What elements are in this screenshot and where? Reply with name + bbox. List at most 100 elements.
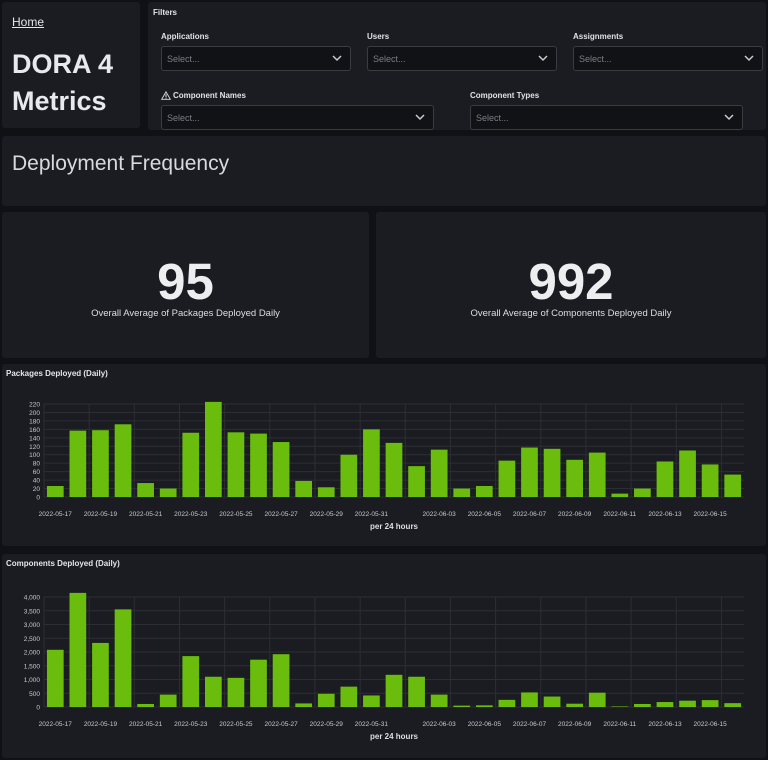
x-tick-label: 2022-06-09 [558,721,592,728]
bar[interactable] [227,677,245,707]
section-title: Deployment Frequency [12,152,230,175]
x-tick-label: 2022-06-07 [513,511,547,518]
bar[interactable] [430,694,448,707]
bar[interactable] [453,705,471,707]
bar[interactable] [566,703,583,707]
x-tick-label: 2022-06-03 [423,511,457,518]
bar[interactable] [521,692,538,707]
bar[interactable] [137,703,154,707]
y-tick-label: 160 [29,427,40,434]
bar[interactable] [656,702,674,707]
bar[interactable] [679,450,696,498]
bar[interactable] [317,487,335,497]
bar[interactable] [430,449,448,497]
bar[interactable] [679,700,696,707]
x-tick-label: 2022-06-15 [694,511,728,518]
bar[interactable] [205,676,222,707]
bar[interactable] [498,699,516,707]
chevron-down-icon [538,55,548,62]
assignments-label: Assignments [573,31,624,41]
bar[interactable] [92,430,109,497]
bar[interactable] [137,483,154,497]
bar[interactable] [408,676,425,707]
bar[interactable] [159,488,177,497]
bar[interactable] [227,432,245,497]
chevron-down-icon [724,114,734,121]
bar[interactable] [92,642,109,707]
bar[interactable] [69,592,87,707]
component-names-filter: Component Names Select... [161,89,434,130]
bar[interactable] [385,674,403,707]
bar[interactable] [272,654,290,707]
y-tick-label: 220 [29,402,40,409]
assignments-select[interactable]: Select... [573,46,763,71]
component-names-select[interactable]: Select... [161,105,434,130]
y-tick-label: 140 [29,435,40,442]
applications-filter: Applications Select... [161,30,351,71]
bar[interactable] [46,486,64,497]
bar[interactable] [159,694,177,707]
bar[interactable] [385,442,403,497]
packages-stat-card: 95 Overall Average of Packages Deployed … [2,212,369,358]
bar[interactable] [205,401,222,497]
bar[interactable] [46,649,64,707]
bar[interactable] [182,432,200,497]
packages-chart-title: Packages Deployed (Daily) [6,369,108,378]
bar[interactable] [611,706,629,707]
bar[interactable] [701,464,719,497]
bar[interactable] [363,695,380,707]
home-link[interactable]: Home [12,15,45,29]
bar[interactable] [295,480,313,497]
bar[interactable] [656,461,674,497]
bar[interactable] [453,488,471,497]
bar[interactable] [317,693,335,707]
bar[interactable] [475,486,493,497]
bar[interactable] [295,703,313,707]
bar[interactable] [498,460,516,497]
warning-icon [161,90,171,100]
users-select[interactable]: Select... [367,46,557,71]
bar[interactable] [543,448,561,497]
bar[interactable] [701,700,719,707]
applications-select[interactable]: Select... [161,46,351,71]
users-label: Users [367,31,390,41]
bar[interactable] [340,686,358,707]
bar[interactable] [408,466,425,497]
x-axis-label: per 24 hours [370,522,419,531]
bar[interactable] [340,454,358,497]
bar[interactable] [543,696,561,707]
bar[interactable] [724,703,742,707]
bar[interactable] [363,429,380,497]
y-tick-label: 2,000 [24,650,41,657]
bar[interactable] [114,609,132,707]
bar[interactable] [634,488,651,497]
x-tick-label: 2022-05-21 [129,511,163,518]
bar[interactable] [182,656,200,707]
bar[interactable] [634,703,651,707]
bar[interactable] [69,430,87,497]
bar[interactable] [250,659,267,707]
chevron-down-icon [744,55,754,62]
bar[interactable] [588,452,606,497]
bar[interactable] [475,705,493,707]
bar[interactable] [588,692,606,707]
x-tick-label: 2022-05-17 [39,511,73,518]
y-tick-label: 3,000 [24,622,41,629]
applications-label: Applications [161,31,210,41]
bar[interactable] [724,474,742,497]
x-tick-label: 2022-06-13 [648,721,682,728]
bar[interactable] [250,433,267,497]
bar[interactable] [521,447,538,497]
y-tick-label: 100 [29,452,40,459]
x-tick-label: 2022-06-05 [468,511,502,518]
bar[interactable] [611,493,629,497]
components-stat-label: Overall Average of Components Deployed D… [470,308,672,319]
component-names-placeholder: Select... [167,113,200,123]
y-tick-label: 80 [33,461,41,468]
y-tick-label: 4,000 [24,595,41,602]
bar[interactable] [272,442,290,497]
bar[interactable] [566,459,583,497]
bar[interactable] [114,424,132,497]
component-types-select[interactable]: Select... [470,105,743,130]
x-tick-label: 2022-06-13 [648,511,682,518]
